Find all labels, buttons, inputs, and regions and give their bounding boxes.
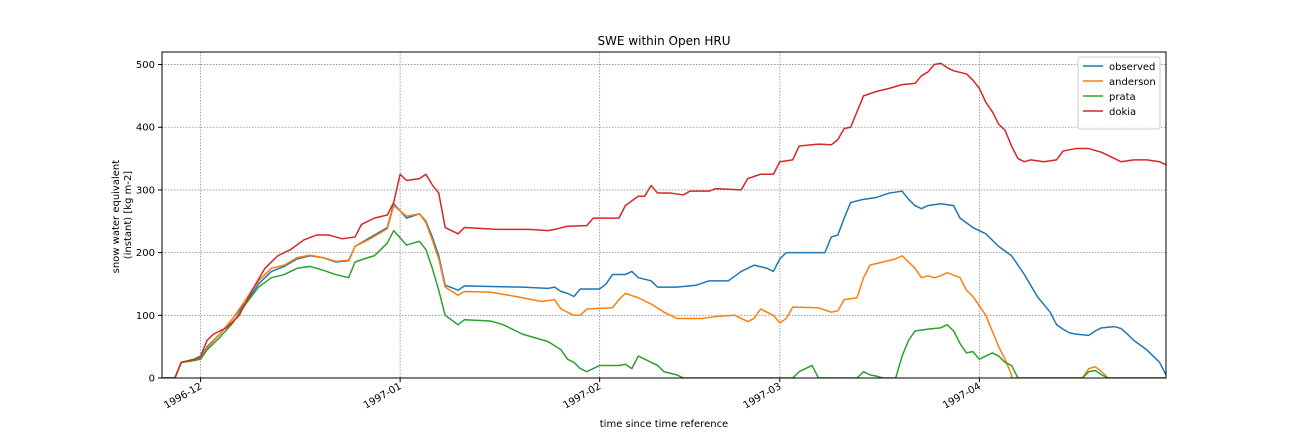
x-tick-label: 1996-12: [162, 381, 204, 411]
series-line-anderson: [162, 204, 1166, 378]
y-tick-label: 500: [136, 60, 155, 71]
y-tick-label: 0: [149, 374, 155, 385]
y-tick-label: 400: [136, 123, 155, 134]
y-axis-label: snow water equivalent (instant) [kg m-2]: [111, 157, 134, 274]
series-line-observed: [162, 190, 1166, 378]
x-tick-label: 1997-03: [742, 381, 784, 411]
series-line-dokia: [162, 62, 1166, 378]
legend: observed anderson prata dokia: [1077, 56, 1161, 130]
y-tick-label: 100: [136, 311, 155, 322]
legend-label-dokia: dokia: [1109, 107, 1136, 118]
plot-area-frame: [161, 51, 1167, 379]
x-axis-label: time since time reference: [600, 419, 728, 430]
x-axis: 1996-12 1997-01 1997-02 1997-03 1997-04: [162, 378, 983, 411]
x-tick-label: 1997-01: [362, 381, 404, 411]
series-line-prata: [162, 229, 1166, 378]
x-tick-label: 1997-04: [941, 381, 983, 411]
y-tick-label: 300: [136, 185, 155, 196]
series-lines: [162, 62, 1166, 378]
legend-label-anderson: anderson: [1109, 77, 1156, 88]
legend-label-prata: prata: [1109, 92, 1136, 103]
legend-label-observed: observed: [1109, 62, 1155, 73]
y-axis: 0 100 200 300 400 500: [136, 60, 162, 385]
y-tick-label: 200: [136, 248, 155, 259]
x-tick-label: 1997-02: [561, 381, 603, 411]
y-axis-label-line-2: (instant) [kg m-2]: [123, 171, 134, 260]
grid-lines: [162, 52, 1166, 379]
chart-title: SWE within Open HRU: [597, 34, 730, 48]
y-axis-label-line-1: snow water equivalent: [111, 160, 122, 274]
